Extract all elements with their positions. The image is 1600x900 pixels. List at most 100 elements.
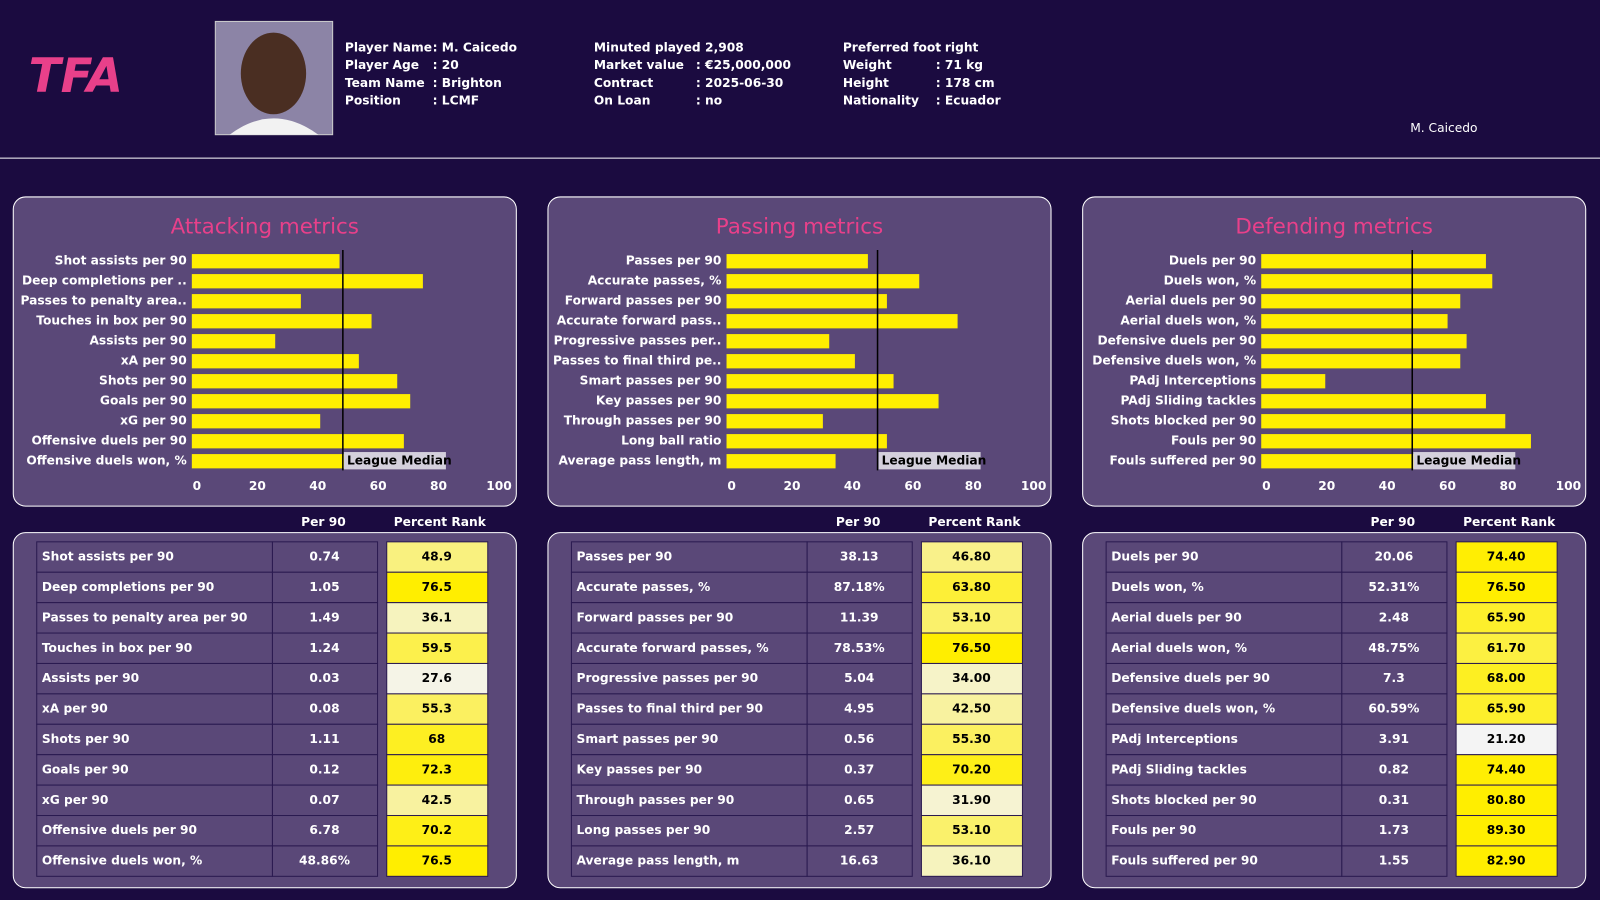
column-header: Percent Rank [394, 515, 487, 529]
rank-cell [920, 571, 1023, 604]
rank-cell [1455, 693, 1558, 725]
rank-value: 53.10 [952, 823, 991, 837]
column-header: Percent Rank [1463, 515, 1556, 529]
category-label: Duels won, % [1164, 274, 1256, 288]
bar [726, 454, 836, 469]
cell [1341, 632, 1448, 664]
rank-cell [920, 845, 1023, 877]
x-tick-label: 100 [1556, 479, 1582, 493]
x-tick-label: 100 [486, 479, 512, 493]
info-value: : 2,908 [696, 40, 744, 54]
per90-value: 1.24 [309, 641, 339, 655]
per90-value: 4.95 [844, 702, 874, 716]
cell [271, 845, 379, 877]
bar [191, 254, 340, 269]
bar [726, 434, 887, 449]
median-label-bg [1413, 452, 1516, 470]
rank-value: 72.3 [422, 762, 452, 776]
bar [1261, 254, 1486, 269]
cell [36, 662, 273, 695]
category-label: Assists per 90 [89, 334, 186, 348]
column-header: Per 90 [836, 515, 881, 529]
metric-name: Progressive passes per 90 [577, 671, 759, 685]
bar [191, 374, 398, 389]
cell [570, 571, 808, 604]
logo: TFA [29, 49, 123, 104]
metric-name: Touches in box per 90 [42, 641, 193, 655]
metric-name: xA per 90 [42, 702, 108, 716]
info-label: Nationality [843, 94, 919, 108]
player-caption: M. Caicedo [1410, 121, 1477, 135]
cell [36, 632, 273, 664]
chart-panel [547, 196, 1052, 507]
rank-value: 63.80 [952, 580, 991, 594]
per90-value: 2.57 [844, 823, 874, 837]
cell [806, 571, 913, 604]
category-label: Shot assists per 90 [55, 254, 187, 268]
category-label: Long ball ratio [621, 434, 721, 448]
metric-name: Accurate passes, % [577, 580, 711, 594]
bar [191, 414, 321, 429]
category-label: Goals per 90 [100, 394, 187, 408]
per90-value: 2.48 [1379, 610, 1409, 624]
chart-title: Attacking metrics [171, 215, 359, 240]
per90-value: 1.49 [309, 610, 339, 624]
rank-value: 61.70 [1487, 641, 1526, 655]
bar [726, 414, 823, 429]
cell [806, 784, 913, 817]
cell [570, 845, 808, 877]
category-label: Fouls suffered per 90 [1109, 454, 1256, 468]
metric-name: PAdj Interceptions [1111, 732, 1238, 746]
rank-value: 46.80 [952, 550, 991, 564]
category-label: Average pass length, m [559, 454, 722, 468]
bar [726, 314, 958, 329]
info-value: : 20 [433, 58, 459, 72]
per90-value: 0.56 [844, 732, 874, 746]
per90-value: 16.63 [840, 854, 879, 868]
x-tick-label: 40 [309, 479, 326, 493]
per90-value: 1.11 [309, 732, 339, 746]
bar [191, 394, 411, 409]
metric-name: Offensive duels won, % [42, 854, 202, 868]
metric-name: Fouls suffered per 90 [1111, 854, 1258, 868]
rank-cell [920, 602, 1023, 634]
x-tick-label: 80 [965, 479, 982, 493]
cell [1341, 784, 1448, 817]
cell [271, 754, 379, 786]
bar [726, 294, 887, 309]
column-header: Per 90 [1371, 515, 1416, 529]
category-label: PAdj Sliding tackles [1120, 394, 1256, 408]
cell [36, 693, 273, 725]
category-label: Passes to final third pe.. [553, 354, 721, 368]
metric-name: Through passes per 90 [577, 793, 735, 807]
bar [726, 394, 939, 409]
cell [36, 571, 273, 604]
cell [36, 723, 273, 756]
bar [191, 274, 423, 289]
per90-value: 48.75% [1368, 641, 1419, 655]
x-tick-label: 40 [1379, 479, 1396, 493]
metric-name: Offensive duels per 90 [42, 823, 197, 837]
per90-value: 0.37 [844, 762, 874, 776]
metric-name: Passes per 90 [577, 550, 673, 564]
cell [1341, 571, 1448, 604]
metric-name: Long passes per 90 [577, 823, 711, 837]
rank-value: 27.6 [422, 671, 452, 685]
cell [570, 815, 808, 847]
metric-name: Defensive duels per 90 [1111, 671, 1270, 685]
cell [1105, 662, 1343, 695]
rank-value: 76.50 [1487, 580, 1526, 594]
rank-value: 42.5 [422, 793, 452, 807]
column-header: Per 90 [301, 515, 346, 529]
x-tick-label: 80 [430, 479, 447, 493]
info-value: : Brighton [433, 76, 502, 90]
info-value: : 71 kg [936, 58, 983, 72]
rank-cell [1455, 723, 1558, 756]
median-label: League Median [882, 454, 987, 468]
info-label: Player Age [345, 58, 419, 72]
cell [271, 723, 379, 756]
bar [191, 314, 372, 329]
cell [271, 541, 379, 573]
rank-value: 74.40 [1487, 762, 1526, 776]
